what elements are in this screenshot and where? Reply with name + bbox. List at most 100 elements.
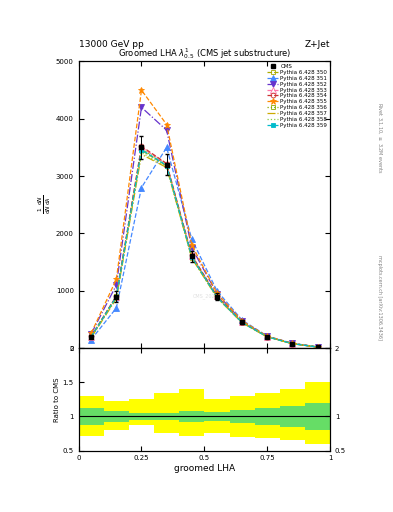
Text: Rivet 3.1.10, $\geq$ 3.2M events: Rivet 3.1.10, $\geq$ 3.2M events [375,102,383,174]
Pythia 6.428 353 [139,144,144,151]
Pythia 6.428 355 [139,87,144,93]
Pythia 6.428 356 [139,145,144,152]
Pythia 6.428 358 [89,334,94,340]
Pythia 6.428 359 [290,340,295,347]
Pythia 6.428 351 [265,333,270,339]
Pythia 6.428 356 [114,293,119,300]
Title: Groomed LHA $\lambda^{1}_{0.5}$ (CMS jet substructure): Groomed LHA $\lambda^{1}_{0.5}$ (CMS jet… [118,47,291,61]
Pythia 6.428 357 [215,294,219,301]
Pythia 6.428 357 [139,151,144,157]
Line: Pythia 6.428 353: Pythia 6.428 353 [88,145,320,350]
Pythia 6.428 351 [215,288,219,294]
Pythia 6.428 350 [164,163,169,169]
Pythia 6.428 356 [315,344,320,350]
Pythia 6.428 352 [164,127,169,133]
Pythia 6.428 352 [265,333,270,339]
Pythia 6.428 355 [215,290,219,296]
Legend: CMS, Pythia 6.428 350, Pythia 6.428 351, Pythia 6.428 352, Pythia 6.428 353, Pyt: CMS, Pythia 6.428 350, Pythia 6.428 351,… [266,63,329,129]
Pythia 6.428 355 [290,340,295,347]
Pythia 6.428 356 [215,293,219,300]
Pythia 6.428 350 [290,340,295,347]
Text: CMS_2021_...: CMS_2021_... [193,294,226,300]
Pythia 6.428 356 [189,253,194,260]
Pythia 6.428 353 [89,334,94,340]
Pythia 6.428 354 [114,293,119,299]
Pythia 6.428 358 [290,340,295,347]
Text: Z+Jet: Z+Jet [305,39,330,49]
Pythia 6.428 353 [189,253,194,259]
Pythia 6.428 353 [240,319,244,325]
Pythia 6.428 354 [189,252,194,259]
Line: Pythia 6.428 355: Pythia 6.428 355 [88,87,321,350]
Pythia 6.428 354 [164,160,169,166]
Pythia 6.428 356 [290,340,295,347]
Pythia 6.428 358 [265,334,270,340]
Pythia 6.428 352 [240,318,244,324]
Line: Pythia 6.428 354: Pythia 6.428 354 [89,144,320,350]
Pythia 6.428 357 [89,334,94,340]
Pythia 6.428 355 [240,318,244,324]
Pythia 6.428 351 [139,184,144,190]
Pythia 6.428 355 [114,276,119,283]
Pythia 6.428 355 [265,333,270,339]
Pythia 6.428 352 [189,245,194,251]
Pythia 6.428 358 [164,164,169,170]
Pythia 6.428 350 [114,294,119,301]
Pythia 6.428 357 [164,164,169,170]
Pythia 6.428 357 [240,319,244,326]
Pythia 6.428 351 [89,336,94,343]
Pythia 6.428 355 [89,330,94,336]
Pythia 6.428 353 [215,293,219,300]
Pythia 6.428 356 [164,162,169,168]
Pythia 6.428 357 [189,255,194,261]
Line: Pythia 6.428 359: Pythia 6.428 359 [89,147,320,350]
Text: mcplots.cern.ch [arXiv:1306.3436]: mcplots.cern.ch [arXiv:1306.3436] [377,254,382,339]
Pythia 6.428 350 [240,319,244,326]
Line: Pythia 6.428 357: Pythia 6.428 357 [91,154,318,347]
Pythia 6.428 352 [139,104,144,111]
Pythia 6.428 354 [290,340,295,347]
Pythia 6.428 358 [315,344,320,350]
Pythia 6.428 355 [315,344,320,350]
Pythia 6.428 353 [164,161,169,167]
Line: Pythia 6.428 352: Pythia 6.428 352 [88,104,320,350]
Pythia 6.428 354 [240,319,244,325]
Pythia 6.428 355 [164,121,169,127]
Pythia 6.428 359 [240,319,244,326]
Pythia 6.428 359 [89,334,94,340]
Pythia 6.428 353 [315,344,320,350]
Pythia 6.428 358 [139,150,144,156]
Pythia 6.428 351 [114,305,119,311]
Pythia 6.428 354 [139,143,144,150]
X-axis label: groomed LHA: groomed LHA [174,464,235,473]
Pythia 6.428 353 [290,340,295,347]
Pythia 6.428 359 [114,294,119,300]
Pythia 6.428 358 [114,295,119,302]
Pythia 6.428 351 [164,144,169,151]
Pythia 6.428 357 [114,296,119,302]
Line: Pythia 6.428 358: Pythia 6.428 358 [91,153,318,347]
Line: Pythia 6.428 350: Pythia 6.428 350 [89,148,320,350]
Pythia 6.428 352 [215,291,219,297]
Pythia 6.428 350 [89,334,94,340]
Pythia 6.428 356 [240,319,244,326]
Pythia 6.428 357 [290,340,295,347]
Line: Pythia 6.428 356: Pythia 6.428 356 [89,146,320,350]
Pythia 6.428 359 [315,344,320,350]
Pythia 6.428 359 [189,254,194,260]
Pythia 6.428 350 [215,294,219,300]
Pythia 6.428 353 [114,293,119,300]
Pythia 6.428 358 [189,254,194,261]
Pythia 6.428 352 [114,282,119,288]
Pythia 6.428 354 [265,333,270,339]
Pythia 6.428 354 [315,344,320,350]
Pythia 6.428 359 [265,334,270,340]
Pythia 6.428 359 [139,146,144,153]
Line: Pythia 6.428 351: Pythia 6.428 351 [88,145,320,350]
Pythia 6.428 350 [139,147,144,154]
Pythia 6.428 352 [315,344,320,350]
Y-axis label: $\frac{1}{\mathrm{d}N}\frac{\mathrm{d}N}{\mathrm{d}\lambda}$: $\frac{1}{\mathrm{d}N}\frac{\mathrm{d}N}… [37,195,53,215]
Pythia 6.428 350 [265,334,270,340]
Y-axis label: Ratio to CMS: Ratio to CMS [54,377,60,421]
Pythia 6.428 351 [315,344,320,350]
